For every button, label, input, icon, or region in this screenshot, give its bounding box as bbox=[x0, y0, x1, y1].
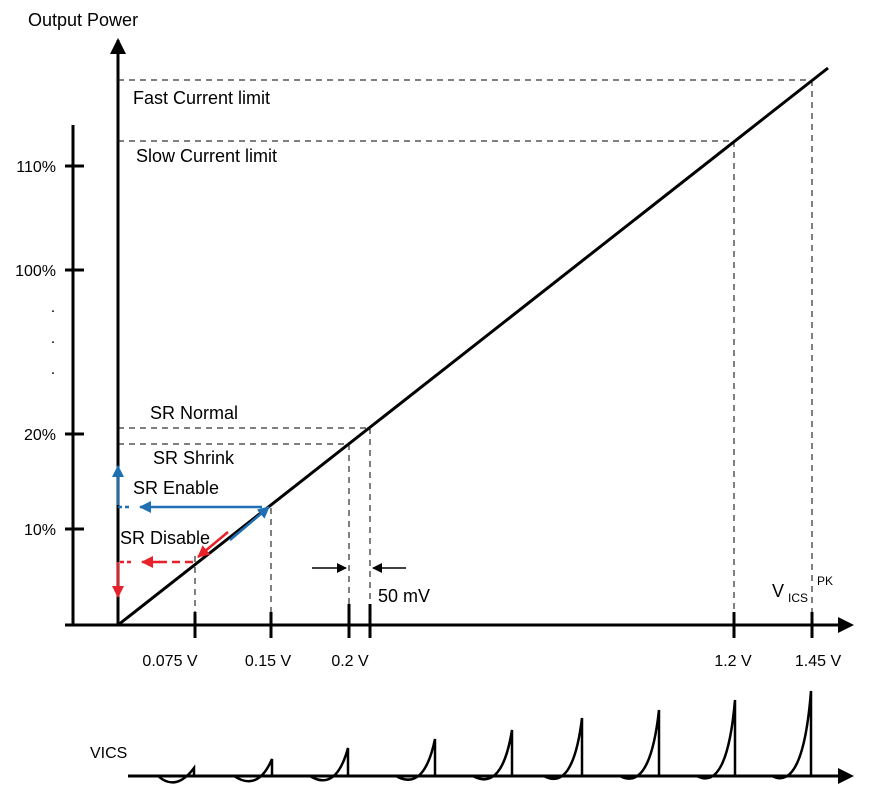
hysteresis-indicator: 50 mV bbox=[312, 563, 430, 606]
vics-pulse-9 bbox=[771, 690, 813, 780]
sr-disable-arrows bbox=[112, 531, 229, 598]
sr-normal-label: SR Normal bbox=[150, 403, 238, 423]
fast-current-limit-label: Fast Current limit bbox=[133, 88, 270, 108]
x-tick-label-02: 0.2 V bbox=[331, 653, 369, 670]
y-ellipsis: . . . bbox=[51, 299, 55, 378]
x-ticks bbox=[193, 604, 814, 638]
sr-disable-label: SR Disable bbox=[120, 528, 210, 548]
vics-pulses bbox=[157, 690, 813, 784]
y-tick-label-10: 10% bbox=[24, 522, 56, 539]
power-curve bbox=[117, 66, 829, 627]
threshold-labels: Fast Current limit Slow Current limit SR… bbox=[120, 88, 277, 548]
vics-pulse-8 bbox=[696, 699, 737, 780]
vics-label: VICS bbox=[90, 745, 127, 762]
y-ellipsis-dot-1: . bbox=[51, 299, 55, 316]
x-tick-label-015: 0.15 V bbox=[245, 653, 292, 670]
horizontal-guides bbox=[118, 79, 812, 445]
vics-pulse-4 bbox=[395, 738, 437, 781]
sr-enable-label: SR Enable bbox=[133, 478, 219, 498]
x-axis-arrowhead bbox=[838, 617, 854, 633]
sr-disable-diagonal-arrow bbox=[197, 531, 229, 558]
vics-pulse-7 bbox=[619, 709, 661, 780]
vics-pulse-6 bbox=[543, 717, 584, 781]
vics-pulse-3 bbox=[309, 747, 350, 782]
y-ticks bbox=[65, 164, 84, 531]
sr-enable-diagonal-arrow bbox=[229, 506, 270, 541]
x-tick-label-0075: 0.075 V bbox=[142, 653, 197, 670]
slow-current-limit-label: Slow Current limit bbox=[136, 146, 277, 166]
y-ellipsis-dot-2: . bbox=[51, 330, 55, 347]
y-axis-arrowhead bbox=[110, 38, 126, 54]
x-axis-title-main: V bbox=[772, 581, 784, 601]
y-tick-labels: 110% 100% 20% 10% bbox=[15, 159, 56, 539]
vics-pulse-5 bbox=[472, 729, 514, 781]
x-tick-label-145: 1.45 V bbox=[795, 653, 842, 670]
x-tick-label-12: 1.2 V bbox=[714, 653, 752, 670]
x-axis-title: V ICS PK bbox=[772, 574, 833, 605]
y-tick-label-110: 110% bbox=[16, 159, 56, 176]
x-axis-title-superscript: PK bbox=[817, 574, 833, 588]
vics-baseline-arrowhead bbox=[838, 768, 854, 784]
hysteresis-label: 50 mV bbox=[378, 586, 430, 606]
vics-pulse-2 bbox=[233, 758, 274, 783]
y-tick-label-20: 20% bbox=[24, 427, 56, 444]
y-ellipsis-dot-3: . bbox=[51, 361, 55, 378]
y-tick-label-100: 100% bbox=[15, 263, 56, 280]
vertical-guides bbox=[194, 80, 813, 625]
vics-waveform: VICS bbox=[90, 690, 854, 784]
x-axis-title-subscript: ICS bbox=[788, 591, 808, 605]
sr-enable-arrows bbox=[112, 465, 270, 541]
x-tick-labels: 0.075 V 0.15 V 0.2 V 1.2 V 1.45 V bbox=[142, 653, 841, 670]
vics-pulse-1 bbox=[157, 764, 196, 784]
sr-shrink-label: SR Shrink bbox=[153, 448, 235, 468]
y-axis-title: Output Power bbox=[28, 10, 138, 30]
